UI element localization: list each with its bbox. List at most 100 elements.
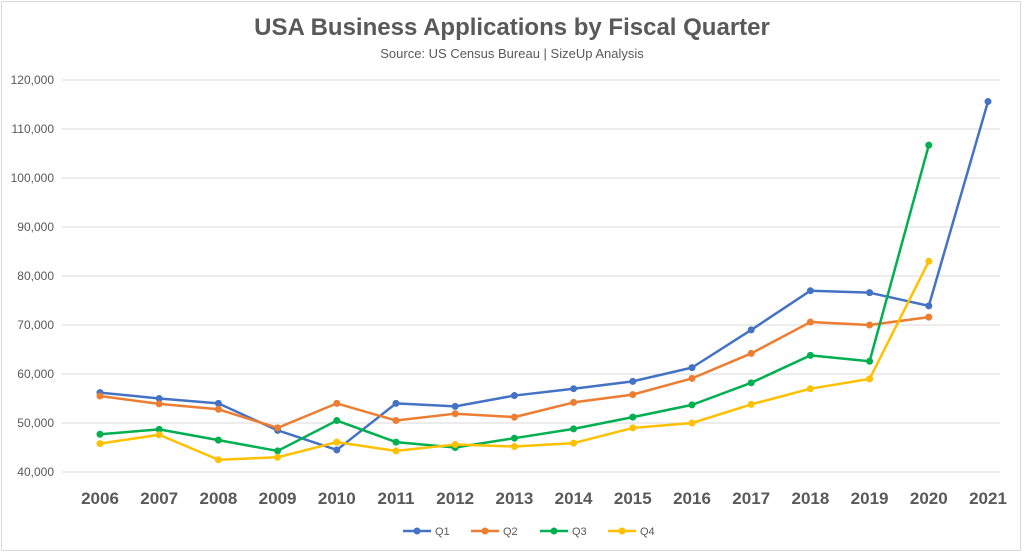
data-point bbox=[392, 447, 400, 455]
data-point bbox=[866, 375, 874, 383]
y-tick-label: 70,000 bbox=[17, 318, 54, 332]
gridlines bbox=[62, 79, 1000, 473]
data-point bbox=[570, 398, 578, 406]
data-point bbox=[214, 405, 222, 413]
legend-item-q3: Q3 bbox=[540, 526, 587, 538]
data-point bbox=[925, 302, 933, 310]
x-tick-label: 2012 bbox=[436, 489, 474, 508]
data-point bbox=[510, 434, 518, 442]
data-point bbox=[629, 413, 637, 421]
y-axis: 40,000 50,000 60,000 70,000 80,000 90,000 100,… bbox=[11, 73, 55, 479]
x-axis: 2006 2007 2008 2009 2010 2011 2012 2013 2014 2015… bbox=[81, 489, 1007, 508]
legend-label: Q3 bbox=[572, 526, 587, 538]
series-lines bbox=[96, 98, 992, 464]
data-point bbox=[570, 385, 578, 393]
data-point bbox=[333, 446, 341, 454]
legend-marker bbox=[413, 527, 421, 535]
data-point bbox=[451, 441, 459, 449]
legend-label: Q4 bbox=[640, 526, 655, 538]
data-point bbox=[214, 456, 222, 464]
x-tick-label: 2011 bbox=[378, 489, 415, 508]
data-point bbox=[747, 349, 755, 357]
series-q3 bbox=[96, 141, 933, 455]
data-point bbox=[510, 413, 518, 421]
data-point bbox=[688, 374, 696, 382]
data-point bbox=[510, 392, 518, 400]
y-tick-label: 60,000 bbox=[17, 367, 54, 381]
x-tick-label: 2019 bbox=[851, 489, 889, 508]
legend-label: Q2 bbox=[503, 526, 518, 538]
series-q4 bbox=[96, 257, 933, 464]
y-tick-label: 50,000 bbox=[17, 416, 54, 430]
x-tick-label: 2007 bbox=[140, 489, 178, 508]
y-tick-label: 120,000 bbox=[11, 73, 55, 87]
data-point bbox=[96, 440, 104, 448]
x-tick-label: 2014 bbox=[555, 489, 593, 508]
data-point bbox=[155, 400, 163, 408]
data-point bbox=[629, 424, 637, 432]
data-point bbox=[629, 391, 637, 399]
chart-subtitle: Source: US Census Bureau | SizeUp Analys… bbox=[380, 46, 644, 61]
data-point bbox=[806, 287, 814, 295]
data-point bbox=[925, 141, 933, 149]
data-point bbox=[392, 438, 400, 446]
chart-title: USA Business Applications by Fiscal Quar… bbox=[254, 14, 770, 41]
data-point bbox=[866, 321, 874, 329]
data-point bbox=[806, 351, 814, 359]
data-point bbox=[570, 425, 578, 433]
data-point bbox=[925, 313, 933, 321]
data-point bbox=[747, 400, 755, 408]
x-tick-label: 2009 bbox=[259, 489, 297, 508]
data-point bbox=[333, 438, 341, 446]
data-point bbox=[333, 399, 341, 407]
data-point bbox=[392, 417, 400, 425]
x-tick-label: 2010 bbox=[318, 489, 356, 508]
data-point bbox=[96, 430, 104, 438]
legend-marker bbox=[618, 527, 626, 535]
data-point bbox=[688, 364, 696, 372]
data-point bbox=[747, 326, 755, 334]
data-point bbox=[688, 419, 696, 427]
y-tick-label: 100,000 bbox=[11, 171, 55, 185]
x-tick-label: 2013 bbox=[495, 489, 533, 508]
data-point bbox=[155, 425, 163, 433]
data-point bbox=[96, 392, 104, 400]
legend-item-q2: Q2 bbox=[471, 526, 518, 538]
data-point bbox=[806, 385, 814, 393]
data-point bbox=[155, 431, 163, 439]
x-tick-label: 2016 bbox=[673, 489, 711, 508]
legend-marker bbox=[550, 527, 558, 535]
x-tick-label: 2018 bbox=[791, 489, 829, 508]
x-tick-label: 2020 bbox=[910, 489, 948, 508]
data-point bbox=[214, 399, 222, 407]
data-point bbox=[274, 453, 282, 461]
data-point bbox=[333, 417, 341, 425]
series-line-q2 bbox=[99, 315, 929, 430]
data-point bbox=[274, 424, 282, 432]
x-tick-label: 2017 bbox=[732, 489, 770, 508]
data-point bbox=[451, 402, 459, 410]
data-point bbox=[629, 377, 637, 385]
data-point bbox=[155, 395, 163, 402]
data-point bbox=[866, 357, 874, 365]
x-tick-label: 2008 bbox=[199, 489, 237, 508]
x-tick-label: 2006 bbox=[81, 489, 119, 508]
legend-item-q4: Q4 bbox=[608, 526, 655, 538]
data-point bbox=[747, 379, 755, 387]
data-point bbox=[925, 257, 933, 265]
x-tick-label: 2021 bbox=[969, 489, 1007, 508]
series-line-q1 bbox=[99, 101, 990, 452]
data-point bbox=[214, 436, 222, 444]
data-point bbox=[510, 443, 518, 451]
data-point bbox=[392, 399, 400, 407]
legend-marker bbox=[481, 527, 489, 535]
data-point bbox=[866, 289, 874, 297]
y-tick-label: 80,000 bbox=[17, 269, 54, 283]
y-tick-label: 110,000 bbox=[12, 122, 55, 136]
data-point bbox=[688, 401, 696, 409]
series-q2 bbox=[96, 313, 933, 432]
data-point bbox=[984, 98, 992, 106]
legend-label: Q1 bbox=[435, 526, 450, 538]
data-point bbox=[570, 439, 578, 447]
